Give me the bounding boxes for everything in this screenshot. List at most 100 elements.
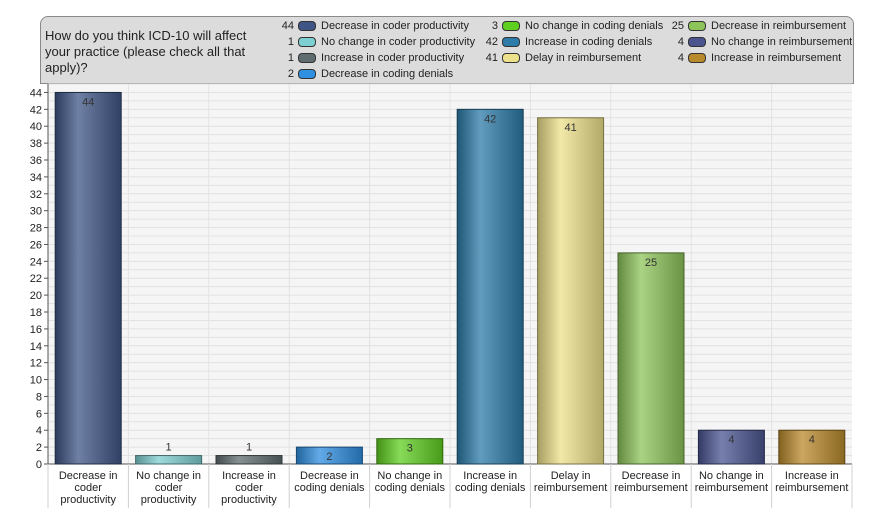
bar (295, 446, 363, 465)
legend-count: 4 (677, 36, 684, 48)
x-tick-label: Decrease in reimbursement (611, 470, 691, 494)
x-tick-label-line: Delay in (550, 470, 591, 482)
bar-value-label: 4 (809, 434, 815, 446)
x-tick-label: Increase in reimbursement (772, 470, 852, 494)
x-tick-label-line: Decrease in (621, 470, 681, 482)
x-tick-label: Decrease in coding denials (289, 470, 369, 494)
bar (537, 117, 605, 465)
x-tick-label-line: reimbursement (775, 482, 849, 494)
legend-label: No change in coder productivity (321, 36, 476, 48)
bar (617, 252, 685, 465)
bar (697, 429, 765, 465)
y-tick-label: 18 (30, 307, 42, 319)
bar (456, 108, 524, 465)
x-tick-label: No change in coder productivity (129, 470, 209, 506)
y-tick-label: 0 (36, 459, 42, 471)
y-tick-label: 14 (30, 341, 42, 353)
x-tick-label-line: coder (74, 482, 102, 494)
x-tick-label-line: productivity (140, 494, 197, 506)
bar (215, 455, 283, 465)
x-tick-label: Decrease in coder productivity (48, 470, 128, 506)
legend-label: Increase in coder productivity (321, 52, 465, 64)
x-tick-label-line: coder (154, 482, 183, 494)
x-tick-label-line: Decrease in (58, 470, 118, 482)
y-tick-label: 10 (30, 375, 42, 387)
legend-label: Decrease in coder productivity (321, 20, 469, 32)
y-tick-label: 26 (30, 239, 42, 251)
legend-swatch (298, 69, 316, 79)
x-tick-label-line: Increase in (222, 470, 276, 482)
legend-item: 41 Delay in reimbursement (476, 51, 641, 65)
bar (778, 429, 846, 465)
x-tick-label: Delay in reimbursement (531, 470, 611, 494)
legend-count: 1 (287, 52, 294, 64)
chart-title: How do you think ICD-10 will affect your… (45, 28, 247, 75)
y-tick-label: 20 (30, 290, 42, 302)
x-tick-label-line: coder (235, 482, 263, 494)
x-tick-label-line: productivity (221, 494, 277, 506)
legend-count: 42 (485, 36, 498, 48)
legend-item: 4 Increase in reimbursement (662, 51, 841, 65)
legend-label: Delay in reimbursement (525, 52, 642, 64)
bar-value-label: 44 (82, 96, 94, 108)
legend-count: 3 (491, 20, 498, 32)
legend-item: 42 Increase in coding denials (476, 35, 652, 49)
y-tick-label: 44 (30, 87, 42, 99)
legend-swatch (502, 37, 520, 47)
x-tick-label-line: reimbursement (614, 482, 688, 494)
legend-item: 1 Increase in coder productivity (272, 51, 464, 65)
y-tick-label: 42 (30, 104, 42, 116)
bar (135, 455, 203, 465)
y-tick-label: 6 (36, 408, 42, 420)
x-tick-label-line: coding denials (294, 482, 365, 494)
x-tick-label-line: No change in (698, 470, 764, 482)
x-tick-label-line: Increase in (784, 470, 839, 482)
x-tick-label-line: productivity (60, 494, 116, 506)
legend-swatch (298, 53, 316, 63)
y-tick-label: 12 (30, 358, 42, 370)
bar-value-label: 3 (407, 443, 413, 455)
x-tick-label-line: coding denials (455, 482, 526, 494)
legend-label: Increase in reimbursement (711, 52, 842, 64)
y-tick-label: 34 (30, 172, 42, 184)
legend-label: Increase in coding denials (525, 36, 653, 48)
chart-header (40, 16, 854, 84)
x-tick-label-line: reimbursement (694, 482, 769, 494)
y-tick-label: 30 (30, 206, 42, 218)
x-tick-label-line: No change in (136, 470, 201, 482)
y-tick-label: 36 (30, 155, 42, 167)
x-tick-label: No change in reimbursement (691, 470, 771, 494)
bar-value-label: 41 (564, 122, 576, 134)
x-tick-label: No change in coding denials (370, 470, 450, 494)
legend-swatch (688, 21, 706, 31)
y-tick-label: 2 (36, 442, 42, 454)
x-tick-label-line: reimbursement (533, 482, 608, 494)
legend-swatch (502, 21, 520, 31)
y-tick-label: 32 (30, 189, 42, 201)
y-tick-label: 24 (30, 256, 42, 268)
x-tick-label-line: Decrease in (300, 470, 359, 482)
legend-item: 2 Decrease in coding denials (272, 67, 453, 81)
x-tick-label-line: No change in (377, 470, 443, 482)
bar-value-label: 25 (645, 257, 657, 269)
x-tick-label-line: Increase in (463, 470, 518, 482)
x-tick-label: Increase in coder productivity (209, 470, 289, 506)
legend-item: 25 Decrease in reimbursement (662, 19, 846, 33)
legend-item: 44 Decrease in coder productivity (272, 19, 469, 33)
legend-label: No change in reimbursement (711, 36, 853, 48)
y-tick-label: 8 (36, 391, 42, 403)
y-tick-label: 38 (30, 138, 42, 150)
bar-value-label: 42 (484, 113, 496, 125)
bar-value-label: 1 (246, 442, 252, 454)
legend-item: 3 No change in coding denials (476, 19, 663, 33)
legend-label: No change in coding denials (525, 20, 664, 32)
x-tick-label: Increase in coding denials (450, 470, 530, 494)
legend-swatch (688, 53, 706, 63)
legend-item: 4 No change in reimbursement (662, 35, 852, 49)
y-tick-label: 40 (30, 121, 42, 133)
bar-value-label: 2 (326, 451, 332, 463)
legend-label: Decrease in reimbursement (711, 20, 847, 32)
legend-count: 25 (671, 20, 684, 32)
legend-count: 4 (677, 52, 684, 64)
